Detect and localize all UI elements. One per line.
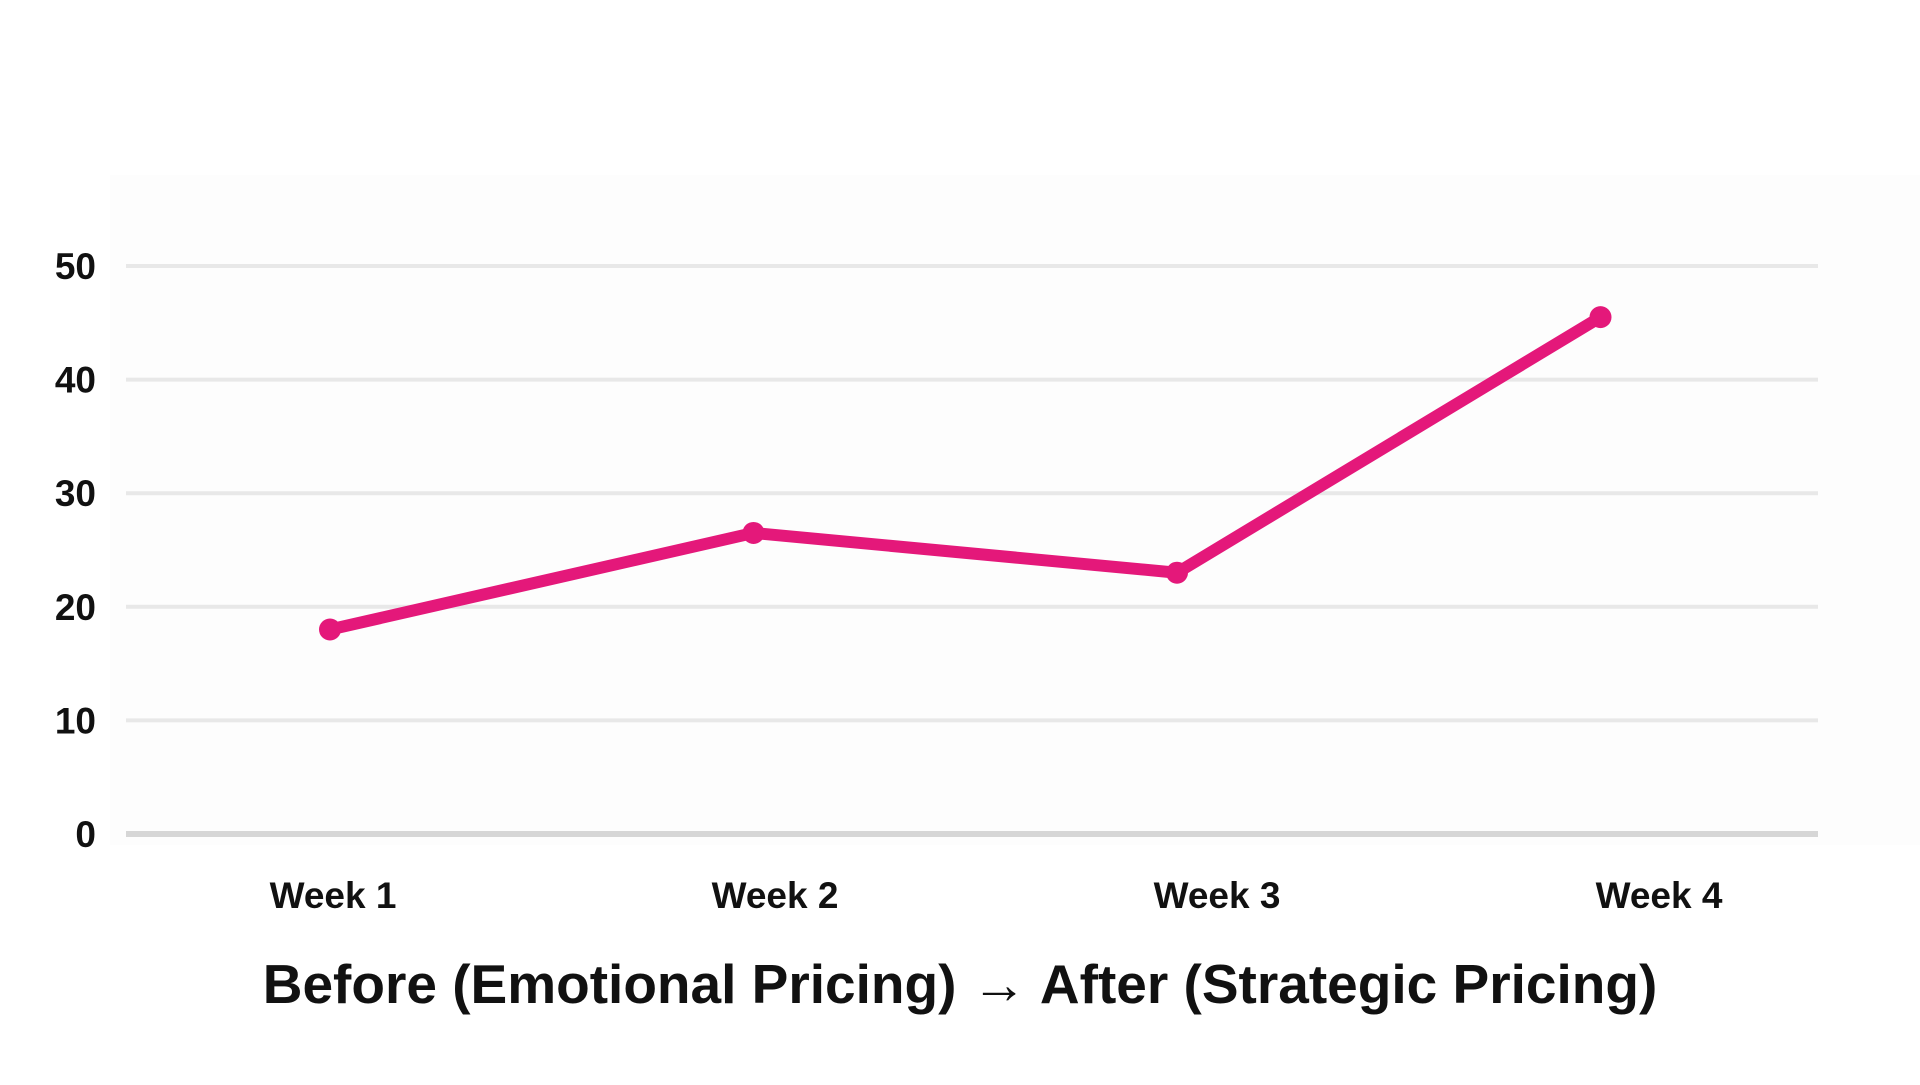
y-tick-label: 20 <box>55 587 96 628</box>
y-tick-label: 10 <box>55 700 96 741</box>
data-point <box>1166 561 1188 584</box>
y-tick-label: 40 <box>55 360 96 401</box>
x-axis-ticks: Week 1 Week 2 Week 3 Week 4 <box>270 875 1723 916</box>
data-point <box>742 521 765 544</box>
y-tick-label: 0 <box>75 814 96 855</box>
y-axis-ticks: 0 10 20 30 40 50 <box>55 246 96 855</box>
y-tick-label: 50 <box>55 246 96 287</box>
series-layer <box>319 306 1612 641</box>
plot-background <box>110 175 1920 845</box>
chart-caption: Before (Emotional Pricing) → After (Stra… <box>263 953 1658 1015</box>
x-tick-label: Week 2 <box>712 875 839 916</box>
data-point <box>319 618 341 641</box>
x-tick-label: Week 4 <box>1596 875 1723 916</box>
x-tick-label: Week 3 <box>1154 875 1281 916</box>
series-line <box>324 311 1607 636</box>
y-tick-label: 30 <box>55 473 96 514</box>
data-point <box>1589 306 1612 329</box>
x-tick-label: Week 1 <box>270 875 397 916</box>
